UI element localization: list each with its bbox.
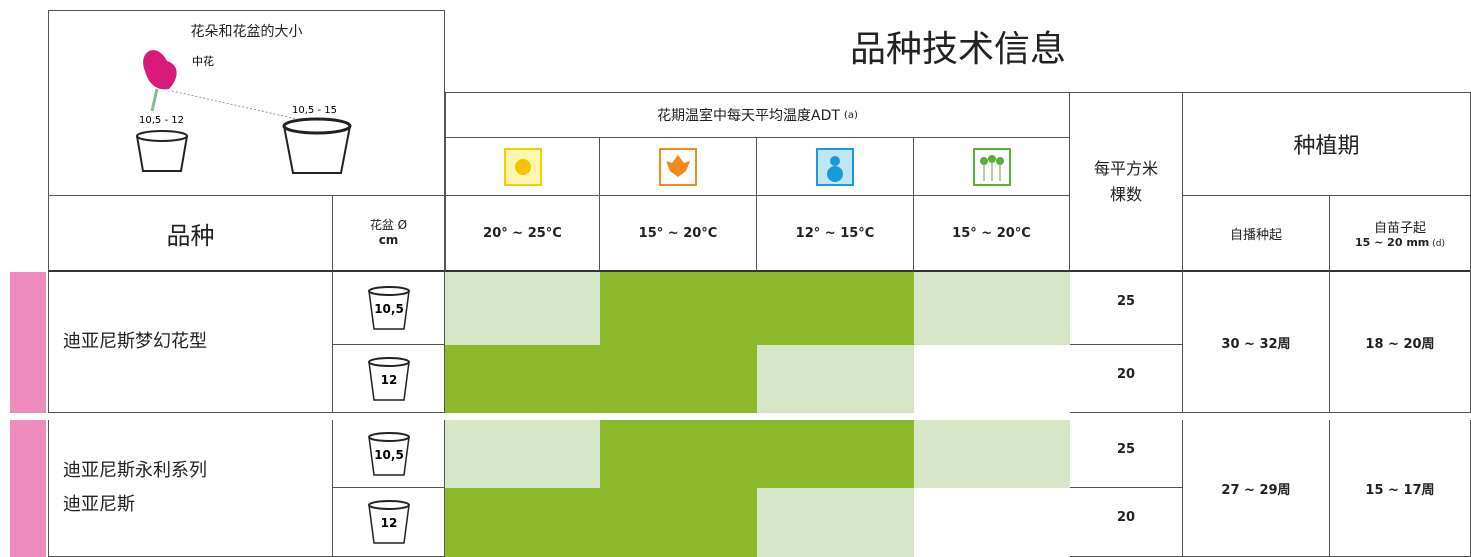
density-label: 棵数 bbox=[1110, 182, 1142, 208]
temp-cell bbox=[914, 420, 1070, 488]
sowing-header: 自播种起 bbox=[1183, 196, 1330, 272]
flower-size: 中花 bbox=[192, 55, 214, 68]
pot-icon: 10,5 bbox=[364, 283, 414, 333]
temp-label: 15° ~ 20°C bbox=[952, 226, 1031, 241]
temp-label: 20° ~ 25°C bbox=[483, 226, 562, 241]
pot-icon: 12 bbox=[364, 354, 414, 404]
temp-cell bbox=[914, 272, 1070, 345]
temp-cell bbox=[445, 345, 600, 413]
icon bbox=[503, 147, 543, 187]
pot-unit: cm bbox=[379, 233, 399, 248]
icon bbox=[972, 147, 1012, 187]
temp-header: 15° ~ 20°C bbox=[600, 196, 757, 272]
density: 25 bbox=[1070, 272, 1183, 345]
seedling-value: 18 ~ 20周 bbox=[1365, 333, 1434, 352]
temp-cell bbox=[757, 272, 914, 345]
density-value: 20 bbox=[1117, 510, 1135, 525]
period-header: 种植期 bbox=[1183, 92, 1471, 196]
pot-size: 10,5 bbox=[333, 420, 445, 488]
variety-name: 迪亚尼斯永利系列迪亚尼斯 bbox=[48, 420, 333, 557]
density: 20 bbox=[1070, 345, 1183, 413]
sowing-weeks: 27 ~ 29周 bbox=[1183, 420, 1330, 557]
season-icon bbox=[914, 138, 1070, 196]
temp-cell bbox=[600, 272, 757, 345]
pot-label: 花盆 Ø bbox=[370, 218, 407, 233]
season-icon bbox=[757, 138, 914, 196]
pot-large-size: 10,5 - 15 bbox=[292, 105, 337, 116]
sowing-weeks: 30 ~ 32周 bbox=[1183, 272, 1330, 413]
icon bbox=[658, 147, 698, 187]
temp-header: 12° ~ 15°C bbox=[757, 196, 914, 272]
temp-cell bbox=[914, 488, 1070, 557]
variety-label: 品种 bbox=[167, 216, 215, 251]
adt-note: (a) bbox=[844, 110, 858, 121]
seedling-weeks: 15 ~ 17周 bbox=[1330, 420, 1471, 557]
density-value: 20 bbox=[1117, 367, 1135, 382]
temp-cell bbox=[445, 488, 600, 557]
temp-cell bbox=[914, 345, 1070, 413]
temp-header: 15° ~ 20°C bbox=[914, 196, 1070, 272]
season-icon bbox=[445, 138, 600, 196]
temp-cell bbox=[757, 420, 914, 488]
density-value: 25 bbox=[1117, 442, 1135, 457]
page-title: 品种技术信息 bbox=[445, 0, 1471, 92]
variety-name-line: 迪亚尼斯永利系列 bbox=[63, 454, 207, 488]
pot-size: 12 bbox=[333, 488, 445, 557]
seedling-weeks: 18 ~ 20周 bbox=[1330, 272, 1471, 413]
temp-label: 12° ~ 15°C bbox=[796, 226, 875, 241]
period-label: 种植期 bbox=[1293, 128, 1359, 160]
density-value: 25 bbox=[1117, 294, 1135, 309]
density-header: 每平方米棵数 bbox=[1070, 92, 1183, 272]
temp-cell bbox=[600, 345, 757, 413]
temp-cell bbox=[600, 488, 757, 557]
pot-size: 12 bbox=[333, 345, 445, 413]
variety-header: 品种 bbox=[48, 196, 333, 272]
pot-small-size: 10,5 - 12 bbox=[139, 115, 184, 126]
seedling-label: 自苗子起 bbox=[1374, 217, 1426, 236]
temp-label: 15° ~ 20°C bbox=[639, 226, 718, 241]
temp-cell bbox=[757, 488, 914, 557]
pot-size: 10,5 bbox=[333, 272, 445, 345]
temp-header: 20° ~ 25°C bbox=[445, 196, 600, 272]
variety-name-line: 迪亚尼斯 bbox=[63, 488, 135, 522]
pot-icon: 12 bbox=[364, 497, 414, 547]
season-icon bbox=[600, 138, 757, 196]
seedling-value: 15 ~ 17周 bbox=[1365, 479, 1434, 498]
adt-label: 花期温室中每天平均温度ADT bbox=[657, 105, 840, 125]
size-guide-title: 花朵和花盆的大小 bbox=[191, 21, 303, 41]
page: 花朵和花盆的大小 中花 10,5 - 12 10,5 - 15 品种技术信息 花… bbox=[0, 0, 1471, 557]
size-guide: 花朵和花盆的大小 中花 10,5 - 12 10,5 - 15 bbox=[48, 10, 445, 196]
adt-header: 花期温室中每天平均温度ADT (a) bbox=[445, 92, 1070, 138]
seedling-size: 15 ~ 20 mm bbox=[1355, 236, 1429, 249]
temp-cell bbox=[445, 420, 600, 488]
variety-name-line: 迪亚尼斯梦幻花型 bbox=[63, 325, 207, 359]
sowing-value: 30 ~ 32周 bbox=[1221, 333, 1290, 352]
seedling-note: (d) bbox=[1432, 239, 1445, 249]
density-label: 每平方米 bbox=[1094, 156, 1158, 182]
variety-name: 迪亚尼斯梦幻花型 bbox=[48, 272, 333, 413]
density: 25 bbox=[1070, 420, 1183, 488]
pot-value: 12 bbox=[380, 373, 397, 387]
temp-cell bbox=[445, 272, 600, 345]
temp-cell bbox=[600, 420, 757, 488]
icon bbox=[815, 147, 855, 187]
temp-cell bbox=[757, 345, 914, 413]
pot-icon: 10,5 bbox=[364, 429, 414, 479]
pot-value: 12 bbox=[380, 516, 397, 530]
sowing-value: 27 ~ 29周 bbox=[1221, 479, 1290, 498]
group-marker bbox=[10, 272, 46, 413]
density: 20 bbox=[1070, 488, 1183, 557]
group-marker bbox=[10, 420, 46, 557]
sowing-label: 自播种起 bbox=[1230, 224, 1282, 243]
pot-value: 10,5 bbox=[374, 302, 404, 316]
pot-value: 10,5 bbox=[374, 448, 404, 462]
pot-illustration: 中花 10,5 - 12 10,5 - 15 bbox=[97, 41, 397, 181]
